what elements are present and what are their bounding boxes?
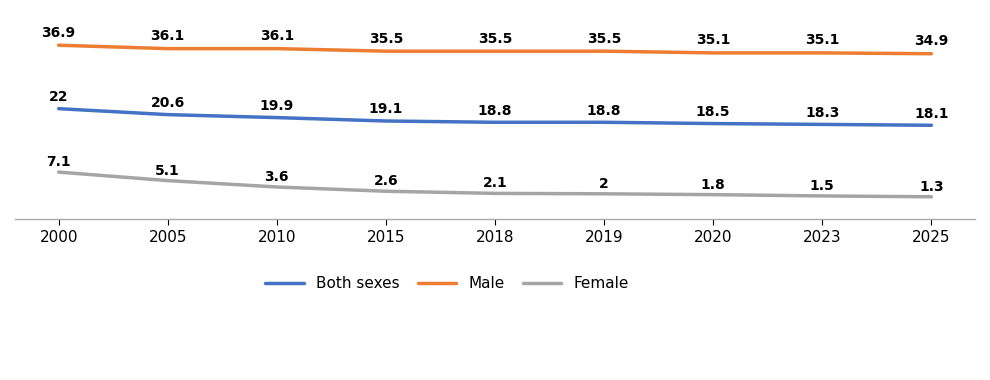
Both sexes — [161, 112, 173, 117]
Male — [489, 49, 501, 54]
Female — [271, 185, 283, 189]
Text: 3.6: 3.6 — [264, 170, 289, 184]
Both sexes — [817, 122, 829, 127]
Male — [52, 43, 64, 48]
Female — [489, 191, 501, 196]
Legend: Both sexes, Male, Female: Both sexes, Male, Female — [259, 270, 635, 298]
Both sexes — [271, 115, 283, 120]
Text: 2.1: 2.1 — [483, 176, 507, 190]
Both sexes — [598, 120, 610, 125]
Both sexes — [380, 119, 392, 123]
Male — [380, 49, 392, 54]
Text: 19.9: 19.9 — [259, 99, 294, 113]
Female — [598, 192, 610, 196]
Text: 35.1: 35.1 — [805, 33, 840, 48]
Text: 7.1: 7.1 — [47, 155, 71, 169]
Male — [926, 51, 938, 56]
Text: 36.1: 36.1 — [259, 29, 294, 43]
Text: 1.3: 1.3 — [919, 180, 943, 194]
Male — [271, 46, 283, 51]
Both sexes — [489, 120, 501, 125]
Text: 20.6: 20.6 — [150, 96, 185, 110]
Text: 18.1: 18.1 — [914, 106, 948, 120]
Text: 35.5: 35.5 — [587, 32, 622, 46]
Female — [161, 178, 173, 183]
Text: 35.5: 35.5 — [368, 32, 403, 46]
Female — [380, 189, 392, 193]
Male — [161, 46, 173, 51]
Text: 36.9: 36.9 — [42, 26, 75, 40]
Female — [52, 170, 64, 174]
Text: 1.8: 1.8 — [701, 178, 726, 192]
Both sexes — [926, 123, 938, 128]
Text: 2.6: 2.6 — [373, 174, 398, 188]
Text: 18.8: 18.8 — [587, 104, 622, 117]
Text: 18.3: 18.3 — [805, 106, 840, 120]
Text: 19.1: 19.1 — [368, 102, 403, 116]
Text: 36.1: 36.1 — [150, 29, 185, 43]
Both sexes — [707, 121, 719, 126]
Text: 2: 2 — [599, 177, 609, 191]
Text: 22: 22 — [49, 90, 68, 104]
Text: 34.9: 34.9 — [914, 34, 948, 48]
Line: Male: Male — [58, 45, 932, 54]
Text: 35.1: 35.1 — [696, 33, 731, 48]
Line: Both sexes: Both sexes — [58, 109, 932, 125]
Text: 1.5: 1.5 — [810, 179, 835, 193]
Text: 5.1: 5.1 — [155, 164, 180, 177]
Text: 18.5: 18.5 — [696, 105, 731, 119]
Text: 18.8: 18.8 — [478, 104, 512, 117]
Female — [817, 194, 829, 198]
Female — [707, 192, 719, 197]
Text: 35.5: 35.5 — [478, 32, 512, 46]
Line: Female: Female — [58, 172, 932, 197]
Male — [598, 49, 610, 54]
Female — [926, 195, 938, 199]
Male — [817, 51, 829, 55]
Both sexes — [52, 106, 64, 111]
Male — [707, 51, 719, 55]
